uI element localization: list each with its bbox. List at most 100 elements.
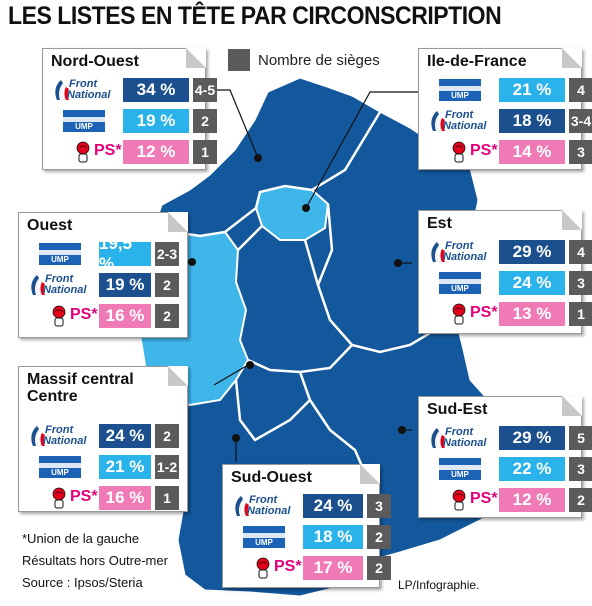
- page-curl: [168, 212, 188, 232]
- footnote: *Union de la gauche Résultats hors Outre…: [22, 528, 168, 594]
- region-panel-sud-est: Sud-Est Front National 29 % 5 UMP 22 % 3 PS* 12 %…: [418, 396, 592, 518]
- ump-logo-text: UMP: [451, 470, 469, 479]
- page-curl: [360, 464, 380, 484]
- seat-count: 5: [569, 426, 592, 450]
- leader-dots: [188, 154, 406, 442]
- vote-percentage: 19 %: [99, 273, 151, 297]
- region-title: Nord-Ouest: [51, 53, 139, 70]
- rose-fist-icon: [52, 305, 66, 327]
- ps-logo: PS*: [425, 301, 498, 327]
- vote-percentage: 19,5 %: [99, 234, 151, 273]
- rose-fist-icon: [452, 141, 466, 163]
- seat-count: 2: [367, 525, 391, 549]
- page-curl: [562, 396, 582, 416]
- vote-percentage: 13 %: [499, 302, 565, 326]
- ump-logo-stripe: [439, 465, 481, 470]
- seat-count: 3: [367, 494, 391, 518]
- result-row: UMP 21 % 4: [425, 77, 592, 103]
- ps-logo-text: PS*: [470, 490, 498, 507]
- border-nordouest: [174, 111, 382, 238]
- front-national-logo-line2: National: [247, 505, 291, 517]
- vote-percentage: 14 %: [499, 140, 565, 164]
- flame-icon: [431, 428, 445, 449]
- ump-logo-stripe: [439, 279, 481, 284]
- ump-logo-stripe: [63, 117, 105, 122]
- rose-fist-icon: [452, 303, 466, 325]
- result-row: UMP 24 % 3: [425, 270, 592, 296]
- vote-percentage: 21 %: [99, 455, 151, 479]
- ps-logo: PS*: [229, 555, 302, 581]
- vote-percentage: 24 %: [303, 494, 363, 518]
- result-row: PS* 16 % 1: [25, 485, 179, 511]
- region-panel-sud-ouest: Sud-Ouest Front National 24 % 3 UMP 18 % 2 PS* 17…: [222, 464, 391, 588]
- front-national-logo-line1: Front: [45, 273, 74, 285]
- front-national-logo: Front National: [25, 423, 95, 449]
- region-panel-ile-de-france: Ile-de-France UMP 21 % 4 Front National 18 % 3-…: [418, 48, 592, 170]
- ump-logo: UMP: [25, 241, 95, 267]
- front-national-logo: Front National: [425, 239, 495, 265]
- front-national-logo-line2: National: [443, 437, 487, 449]
- result-row: UMP 18 % 2: [229, 524, 391, 550]
- seat-count: 2-3: [155, 242, 179, 266]
- front-national-logo: Front National: [229, 493, 299, 519]
- result-row: Front National 19 % 2: [25, 272, 179, 298]
- ump-logo: UMP: [25, 454, 95, 480]
- footnote-source: Source : Ipsos/Steria: [22, 575, 143, 590]
- front-national-logo-line2: National: [43, 435, 87, 447]
- result-row: PS* 16 % 2: [25, 303, 179, 329]
- vote-percentage: 34 %: [123, 78, 189, 102]
- region-title: Sud-Est: [427, 401, 488, 418]
- ump-logo-stripe: [39, 250, 81, 255]
- front-national-logo: Front National: [425, 425, 495, 451]
- result-row: PS* 12 % 2: [425, 487, 592, 513]
- ump-logo-text: UMP: [451, 284, 469, 293]
- ps-logo: PS*: [425, 487, 498, 513]
- ump-logo-text: UMP: [75, 122, 93, 131]
- region-panel-massif-central-centre: Massif central Centre Front National 24 % 2 UM…: [18, 366, 188, 512]
- seat-count: 2: [155, 304, 179, 328]
- ps-logo-text: PS*: [94, 142, 122, 159]
- vote-percentage: 18 %: [303, 525, 363, 549]
- footnote-union: *Union de la gauche: [22, 531, 140, 546]
- front-national-logo-line1: Front: [45, 424, 74, 436]
- region-title: Est: [427, 215, 452, 232]
- vote-percentage: 12 %: [499, 488, 565, 512]
- vote-percentage: 29 %: [499, 426, 565, 450]
- front-national-logo: Front National: [425, 108, 495, 134]
- front-national-logo-line2: National: [43, 284, 87, 296]
- result-row: UMP 19 % 2: [49, 108, 217, 134]
- front-national-logo-line2: National: [443, 120, 487, 132]
- page-curl: [186, 48, 206, 68]
- legend-label: Nombre de sièges: [258, 51, 380, 69]
- border-centre: [237, 225, 320, 286]
- result-row: UMP 22 % 3: [425, 456, 592, 482]
- result-row: Front National 18 % 3-4: [425, 108, 592, 134]
- vote-percentage: 16 %: [99, 304, 151, 328]
- region-panel-nord-ouest: Nord-Ouest Front National 34 % 4-5 UMP 19 % 2 PS…: [42, 48, 217, 170]
- seat-count: 1-2: [155, 455, 179, 479]
- result-row: Front National 34 % 4-5: [49, 77, 217, 103]
- ump-logo-text: UMP: [51, 468, 69, 477]
- region-title: Ile-de-France: [427, 53, 527, 70]
- region-title: Sud-Ouest: [231, 469, 312, 486]
- ump-logo: UMP: [49, 108, 119, 134]
- legend-swatch: [228, 49, 250, 71]
- seat-count: 4: [569, 240, 592, 264]
- result-row: UMP 19,5 % 2-3: [25, 234, 179, 273]
- front-national-logo-line1: Front: [445, 240, 474, 252]
- front-national-logo: Front National: [25, 272, 95, 298]
- page-title: LES LISTES EN TÊTE PAR CIRCONSCRIPTION: [8, 2, 502, 30]
- region-title-line1: Massif central: [27, 371, 134, 388]
- seat-count: 1: [155, 486, 179, 510]
- vote-percentage: 16 %: [99, 486, 151, 510]
- ump-logo-text: UMP: [51, 255, 69, 264]
- border-sudouest: [234, 379, 311, 442]
- rose-fist-icon: [52, 487, 66, 509]
- ump-logo-stripe: [243, 533, 285, 538]
- page-curl: [562, 48, 582, 68]
- result-row: PS* 17 % 2: [229, 555, 391, 581]
- result-row: Front National 29 % 5: [425, 425, 592, 451]
- seat-count: 3: [569, 271, 592, 295]
- seat-count: 2: [569, 488, 592, 512]
- ps-logo-text: PS*: [70, 488, 98, 505]
